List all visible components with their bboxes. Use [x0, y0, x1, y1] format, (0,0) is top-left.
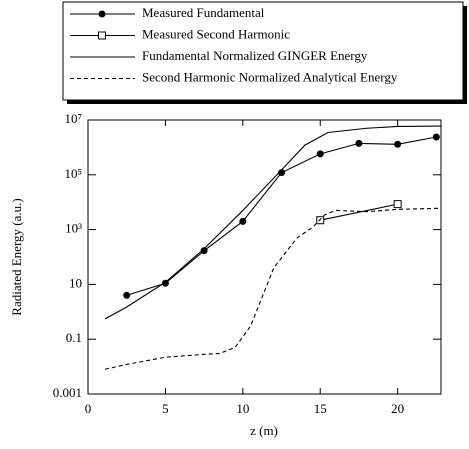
marker: [161, 279, 169, 287]
marker: [239, 217, 247, 225]
marker: [393, 200, 402, 209]
legend-label: Second Harmonic Normalized Analytical En…: [142, 69, 398, 84]
legend-label: Measured Second Harmonic: [142, 26, 290, 41]
plot-frame: [87, 119, 442, 395]
x-tick-label: 20: [391, 401, 404, 416]
y-tick-label: 10⁷: [64, 111, 82, 126]
y-tick-label: 0.1: [66, 330, 82, 345]
marker: [394, 140, 402, 148]
series-line: [126, 136, 437, 296]
x-tick-label: 10: [236, 401, 249, 416]
legend-box: [62, 1, 464, 101]
y-axis-title: Radiated Energy (a.u.): [9, 198, 24, 315]
marker: [278, 169, 286, 177]
marker: [432, 133, 440, 141]
x-tick-label: 0: [85, 401, 92, 416]
legend-label: Fundamental Normalized GINGER Energy: [142, 48, 368, 63]
series-line: [320, 203, 398, 221]
x-tick-label: 5: [162, 401, 169, 416]
y-tick-label: 0.001: [53, 385, 82, 400]
marker: [200, 247, 208, 255]
marker: [355, 139, 363, 147]
marker: [316, 150, 324, 158]
legend-marker: [98, 31, 106, 40]
marker: [123, 291, 131, 299]
x-tick-label: 15: [314, 401, 327, 416]
y-tick-label: 10⁵: [64, 166, 82, 181]
series-line: [104, 125, 442, 320]
legend-label: Measured Fundamental: [142, 5, 265, 20]
x-axis-title: z (m): [250, 423, 278, 438]
y-tick-label: 10³: [65, 221, 82, 236]
y-tick-label: 10: [69, 275, 82, 290]
legend-marker: [98, 10, 106, 18]
